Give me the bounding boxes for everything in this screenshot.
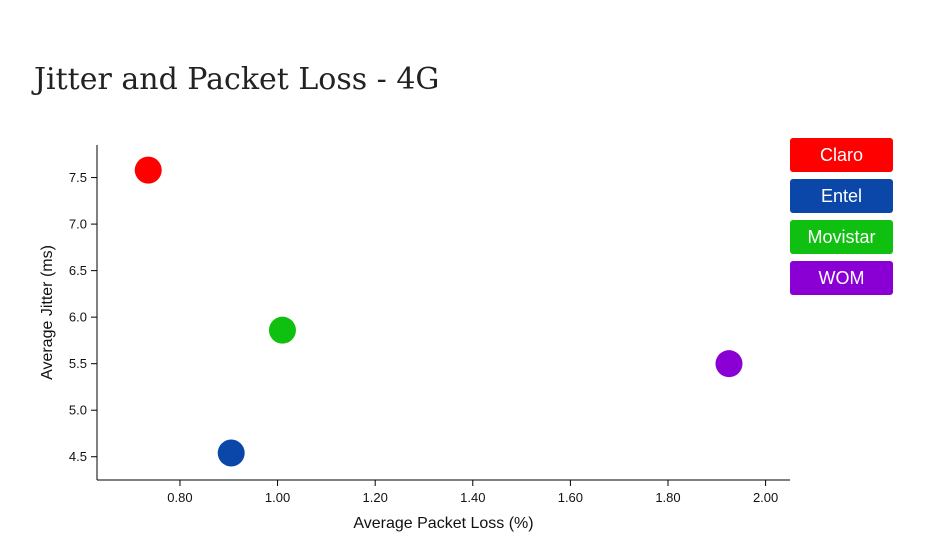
x-tick-label: 1.20 — [363, 490, 388, 505]
legend-item-entel[interactable]: Entel — [790, 179, 893, 213]
chart-title: Jitter and Packet Loss - 4G — [34, 62, 440, 97]
y-tick-label: 5.5 — [69, 356, 87, 371]
legend-item-wom[interactable]: WOM — [790, 261, 893, 295]
y-tick-label: 5.0 — [69, 403, 87, 418]
x-axis-label: Average Packet Loss (%) — [353, 515, 533, 532]
y-axis-label: Average Jitter (ms) — [39, 245, 56, 380]
y-tick-label: 4.5 — [69, 449, 87, 464]
y-tick-label: 6.5 — [69, 263, 87, 278]
axes — [96, 145, 790, 481]
legend: Claro Entel Movistar WOM — [790, 138, 893, 302]
x-tick-label: 2.00 — [753, 490, 778, 505]
legend-item-movistar[interactable]: Movistar — [790, 220, 893, 254]
data-points — [134, 156, 743, 467]
x-tick-label: 1.80 — [655, 490, 680, 505]
point-wom[interactable] — [715, 350, 743, 378]
point-claro[interactable] — [134, 156, 162, 184]
ticks: 0.80 1.00 1.20 1.40 1.60 1.80 2.00 4.5 5.0 5.5 6.0… — [69, 170, 778, 505]
x-tick-label: 1.40 — [460, 490, 485, 505]
point-entel[interactable] — [217, 439, 245, 467]
legend-item-claro[interactable]: Claro — [790, 138, 893, 172]
y-tick-label: 7.5 — [69, 170, 87, 185]
x-tick-label: 0.80 — [167, 490, 192, 505]
x-tick-label: 1.60 — [558, 490, 583, 505]
point-movistar[interactable] — [268, 316, 296, 344]
x-tick-label: 1.00 — [265, 490, 290, 505]
y-tick-label: 6.0 — [69, 310, 87, 325]
y-tick-label: 7.0 — [69, 217, 87, 232]
